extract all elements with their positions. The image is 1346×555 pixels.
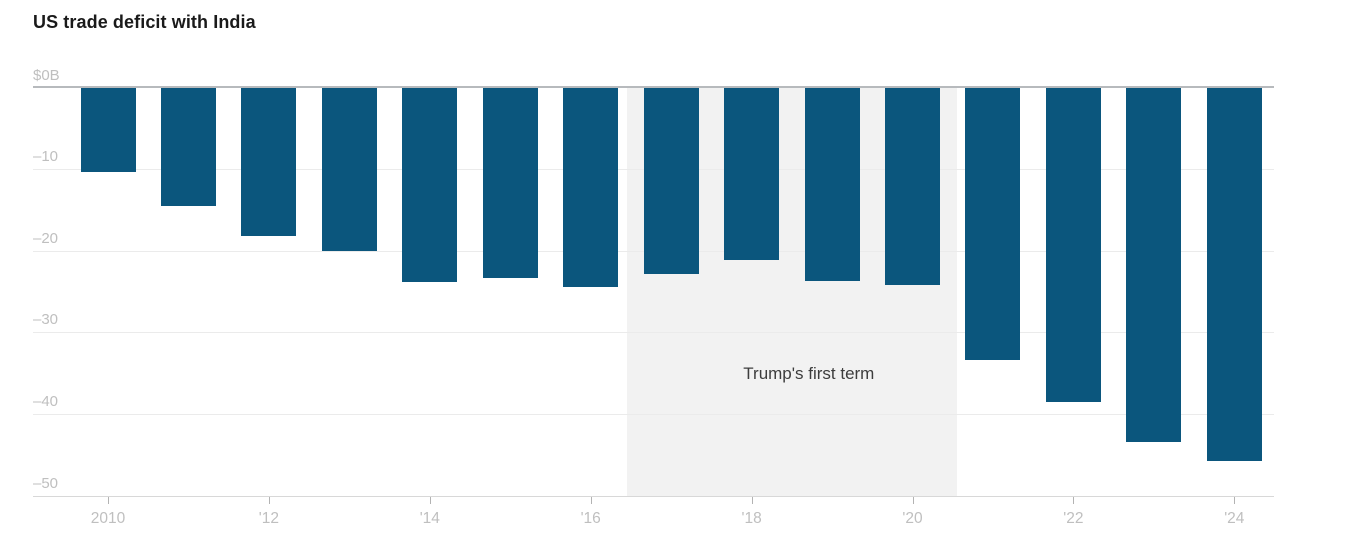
y-axis-tick-label: –20 — [33, 229, 59, 247]
bar-2015[interactable] — [482, 88, 538, 279]
bar-2024[interactable] — [1206, 88, 1262, 462]
x-axis-tick-mark — [912, 496, 914, 504]
x-axis-tick-label: '22 — [1063, 509, 1084, 527]
y-axis-tick-label: –10 — [33, 148, 59, 166]
x-axis-tick-mark — [108, 496, 109, 504]
gridline — [33, 332, 1274, 334]
x-axis-line — [33, 495, 1274, 497]
x-axis-tick-mark — [1234, 496, 1236, 504]
chart-title: US trade deficit with India — [33, 12, 256, 32]
bar-2010[interactable] — [80, 88, 136, 172]
bar-2014[interactable] — [402, 88, 458, 282]
y-axis-tick-label: $0B — [33, 66, 60, 84]
bar-2011[interactable] — [160, 88, 216, 206]
y-axis-tick-label: –40 — [33, 392, 59, 410]
x-axis-tick-mark — [268, 496, 270, 504]
x-axis-tick-label: '14 — [419, 509, 440, 527]
bar-2013[interactable] — [321, 88, 377, 251]
x-axis-tick-label: '20 — [902, 509, 923, 527]
x-axis-tick-mark — [590, 496, 592, 504]
x-axis-tick-label: '12 — [258, 509, 279, 527]
bar-2017[interactable] — [643, 88, 699, 275]
bar-2019[interactable] — [804, 88, 860, 281]
y-axis-tick-label: –30 — [33, 311, 59, 329]
y-axis-tick-label: –50 — [33, 474, 59, 492]
bar-2018[interactable] — [724, 88, 780, 261]
x-axis-tick-label: '24 — [1224, 509, 1245, 527]
annotation-trump-first-term: Trump's first term — [743, 364, 875, 383]
bar-2020[interactable] — [885, 88, 940, 285]
x-axis-tick-mark — [429, 496, 431, 504]
x-axis-tick-label: '16 — [580, 509, 601, 527]
gridline — [33, 413, 1274, 415]
x-axis-tick-mark — [751, 496, 753, 504]
zero-baseline — [33, 86, 1274, 88]
bar-2021[interactable] — [965, 88, 1021, 361]
x-axis-tick-label: '18 — [741, 509, 762, 527]
x-axis-tick-label: 2010 — [90, 509, 126, 527]
bar-2023[interactable] — [1126, 88, 1182, 443]
bar-2022[interactable] — [1045, 88, 1101, 402]
x-axis-tick-mark — [1073, 496, 1075, 504]
bar-2012[interactable] — [241, 88, 297, 236]
bar-2016[interactable] — [563, 88, 619, 287]
